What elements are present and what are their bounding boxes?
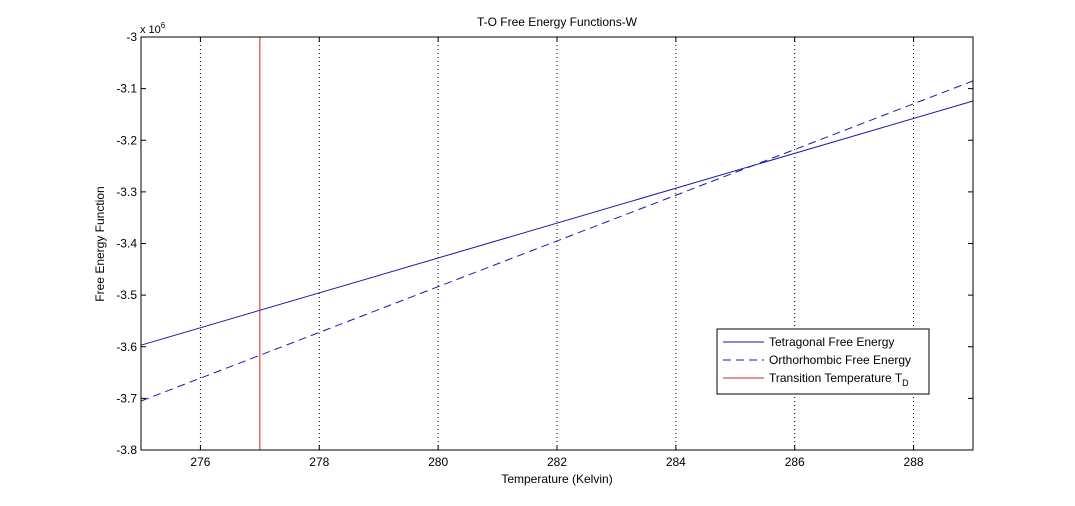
y-tick-label: -3.1 — [116, 82, 137, 96]
y-exponent-base: x 10 — [140, 24, 161, 36]
y-exponent-power: 6 — [161, 21, 166, 30]
legend-transition-text: Transition Temperature T — [769, 371, 903, 385]
y-exponent-label: x 106 — [140, 21, 166, 36]
y-tick-label: -3.8 — [116, 443, 137, 457]
x-tick-label: 288 — [904, 455, 924, 469]
y-tick-label: -3.5 — [116, 288, 137, 302]
y-tick-label: -3 — [126, 30, 137, 44]
legend-label-orthorhombic: Orthorhombic Free Energy — [769, 353, 911, 367]
x-tick-label: 276 — [190, 455, 210, 469]
x-tick-label: 284 — [666, 455, 686, 469]
legend-box — [716, 328, 930, 395]
y-axis-label: Free Energy Function — [93, 186, 107, 301]
series-line-orthorhombic — [140, 80, 974, 402]
y-tick-label: -3.6 — [116, 340, 137, 354]
y-tick-label: -3.7 — [116, 391, 137, 405]
chart-title: T-O Free Energy Functions-W — [477, 15, 638, 29]
x-tick-label: 278 — [309, 455, 329, 469]
y-tick-label: -3.4 — [116, 237, 137, 251]
y-tick-label: -3.3 — [116, 185, 137, 199]
legend-label-transition: Transition Temperature TD — [769, 371, 909, 388]
y-tick-label: -3.2 — [116, 133, 137, 147]
x-axis-label: Temperature (Kelvin) — [501, 472, 612, 486]
legend-transition-subscript: D — [902, 378, 909, 388]
x-tick-label: 282 — [547, 455, 567, 469]
legend: Tetragonal Free Energy Orthorhombic Free… — [716, 328, 930, 395]
legend-label-tetragonal: Tetragonal Free Energy — [769, 335, 894, 349]
series-line-tetragonal — [140, 100, 974, 346]
x-tick-label: 286 — [785, 455, 805, 469]
x-tick-label: 280 — [428, 455, 448, 469]
